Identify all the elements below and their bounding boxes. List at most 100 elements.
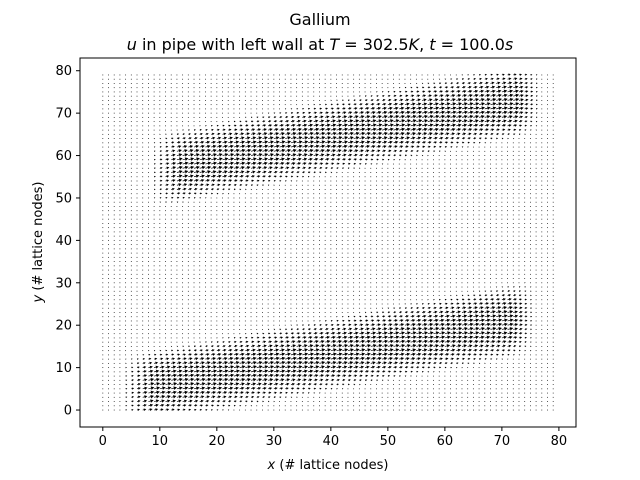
quiver-arrow <box>268 144 275 149</box>
quiver-arrow <box>159 353 163 356</box>
quiver-point <box>136 265 138 267</box>
quiver-point <box>210 256 212 258</box>
quiver-point <box>182 290 184 292</box>
quiver-arrow <box>245 344 250 348</box>
quiver-arrow <box>199 386 206 390</box>
quiver-arrow <box>268 382 273 386</box>
quiver-point <box>210 299 212 301</box>
quiver-arrow <box>456 348 461 352</box>
quiver-point <box>256 214 258 216</box>
quiver-point <box>461 409 463 411</box>
quiver-point <box>398 201 400 203</box>
quiver-point <box>455 392 457 394</box>
quiver-point <box>490 273 491 275</box>
quiver-point <box>113 265 115 267</box>
quiver-point <box>478 401 480 402</box>
quiver-point <box>119 312 121 313</box>
quiver-arrow <box>171 361 176 365</box>
quiver-arrow <box>513 306 518 310</box>
quiver-arrow <box>450 344 456 348</box>
quiver-point <box>376 405 377 407</box>
quiver-point <box>216 307 218 309</box>
quiver-point <box>535 405 537 407</box>
quiver-point <box>256 282 258 284</box>
quiver-point <box>415 265 417 267</box>
quiver-point <box>535 155 537 156</box>
quiver-point <box>450 265 451 267</box>
quiver-point <box>421 197 423 199</box>
quiver-arrow <box>296 373 302 378</box>
quiver-point <box>461 218 463 220</box>
quiver-point <box>450 206 451 207</box>
quiver-arrow <box>490 302 495 306</box>
quiver-point <box>455 172 457 173</box>
quiver-point <box>404 214 406 216</box>
quiver-point <box>290 320 292 322</box>
quiver-point <box>227 206 229 207</box>
quiver-arrow <box>336 323 340 327</box>
quiver-point <box>148 235 149 237</box>
quiver-point <box>279 409 280 411</box>
quiver-point <box>108 354 109 356</box>
quiver-point <box>421 299 423 301</box>
quiver-point <box>490 405 491 407</box>
quiver-point <box>535 329 537 330</box>
quiver-arrow <box>296 356 303 361</box>
quiver-point <box>273 252 275 254</box>
quiver-arrow <box>193 386 200 390</box>
quiver-arrow <box>439 344 445 348</box>
quiver-arrow <box>307 336 313 339</box>
quiver-point <box>165 244 166 246</box>
quiver-point <box>376 286 377 288</box>
quiver-point <box>541 155 543 156</box>
quiver-arrow <box>302 166 306 170</box>
quiver-arrow <box>216 174 222 178</box>
quiver-point <box>319 176 320 178</box>
quiver-point <box>484 265 486 267</box>
quiver-arrow <box>250 175 255 178</box>
quiver-point <box>336 180 337 182</box>
quiver-point <box>370 396 372 398</box>
quiver-point <box>547 244 548 246</box>
quiver-arrow <box>136 370 141 373</box>
quiver-point <box>102 155 104 156</box>
quiver-point <box>142 295 144 296</box>
quiver-point <box>438 197 440 199</box>
quiver-arrow <box>262 356 269 361</box>
quiver-point <box>535 201 537 203</box>
quiver-point <box>484 239 486 241</box>
quiver-point <box>472 392 474 394</box>
quiver-point <box>370 286 372 288</box>
quiver-arrow <box>325 153 330 157</box>
quiver-point <box>199 269 201 271</box>
quiver-arrow <box>233 148 240 153</box>
quiver-point <box>341 206 343 207</box>
quiver-point <box>490 223 491 224</box>
quiver-point <box>478 405 480 407</box>
quiver-point <box>529 354 531 356</box>
quiver-point <box>518 282 520 284</box>
quiver-arrow <box>216 404 220 407</box>
quiver-point <box>330 316 332 318</box>
quiver-point <box>108 379 109 381</box>
quiver-point <box>541 307 543 309</box>
quiver-arrow <box>233 404 236 407</box>
quiver-arrow <box>245 153 252 157</box>
quiver-point <box>148 269 149 271</box>
quiver-point <box>102 214 104 216</box>
quiver-point <box>244 261 246 262</box>
quiver-point <box>193 269 195 271</box>
quiver-point <box>136 180 138 182</box>
quiver-point <box>170 341 172 343</box>
quiver-arrow <box>307 162 313 166</box>
quiver-arrow <box>205 179 210 183</box>
quiver-arrow <box>256 365 263 369</box>
quiver-point <box>518 227 520 229</box>
quiver-arrow <box>496 310 502 314</box>
quiver-point <box>518 167 520 169</box>
quiver-arrow <box>256 157 263 161</box>
quiver-arrow <box>136 387 141 390</box>
quiver-point <box>376 388 377 390</box>
quiver-arrow <box>285 148 292 153</box>
quiver-point <box>113 290 115 292</box>
